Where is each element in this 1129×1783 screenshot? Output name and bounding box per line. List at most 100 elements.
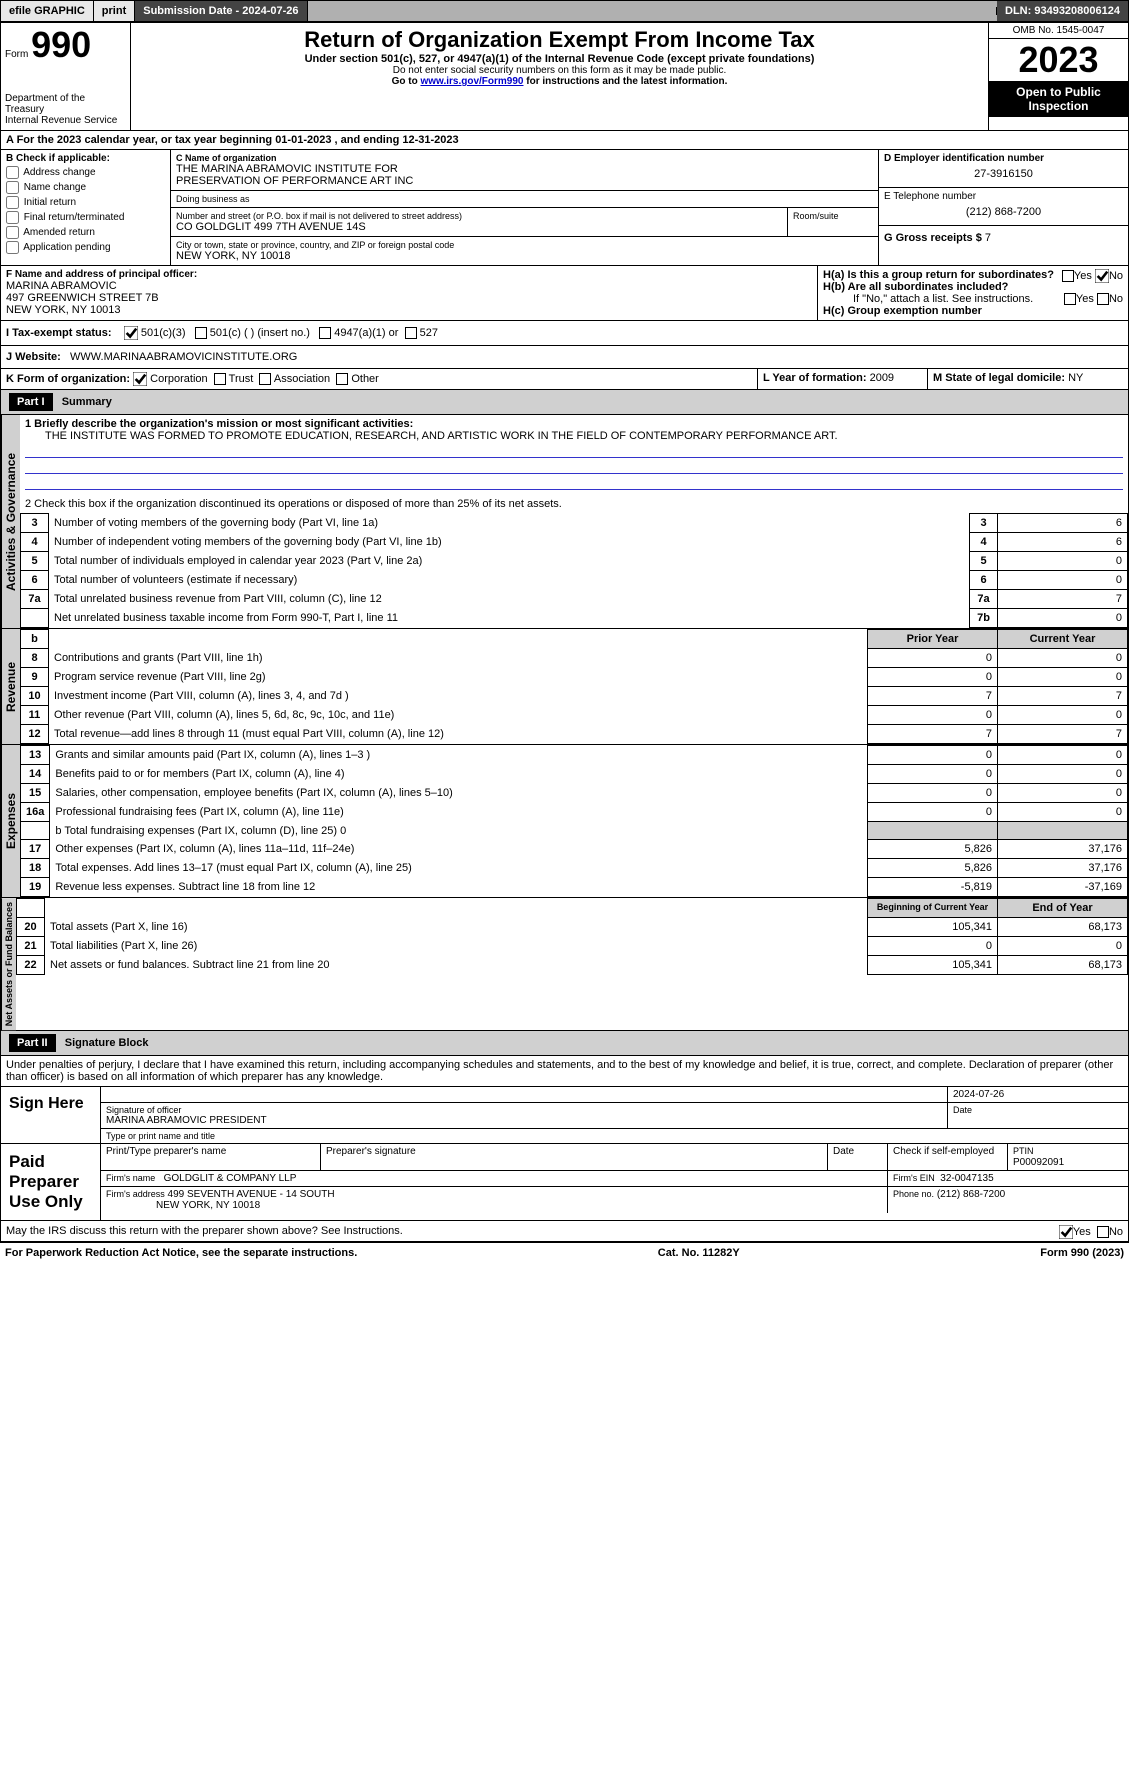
i-label: I Tax-exempt status: [6,327,112,339]
prep-date-label: Date [828,1144,888,1170]
form-main: Form 990 Department of the Treasury Inte… [0,22,1129,1243]
print-name-label: Print/Type preparer's name [101,1144,321,1170]
part2-title: Signature Block [65,1037,149,1049]
check-initial[interactable]: Initial return [6,196,165,209]
section-f: F Name and address of principal officer:… [1,266,818,320]
org-name-1: THE MARINA ABRAMOVIC INSTITUTE FOR [176,163,873,175]
hb-label: H(b) Are all subordinates included? [823,281,1008,293]
section-h: H(a) Is this a group return for subordin… [818,266,1128,320]
revenue-label: Revenue [1,629,20,744]
section-bcdefg: B Check if applicable: Address change Na… [1,150,1128,266]
paid-preparer-block: Paid Preparer Use Only Print/Type prepar… [1,1144,1128,1221]
governance-label: Activities & Governance [1,415,20,628]
j-label: J Website: [6,351,61,363]
toolbar-spacer [308,7,997,15]
f-label: F Name and address of principal officer: [6,269,812,280]
paid-preparer-label: Paid Preparer Use Only [1,1144,101,1220]
submission-date: Submission Date - 2024-07-26 [135,1,307,21]
sig-officer-name: MARINA ABRAMOVIC PRESIDENT [106,1115,942,1126]
header-right: OMB No. 1545-0047 2023 Open to Public In… [988,23,1128,130]
part2-label: Part II [9,1034,56,1052]
line-2: 2 Check this box if the organization dis… [20,495,1128,513]
discuss-row: May the IRS discuss this return with the… [1,1221,1128,1242]
part2-header: Part II Signature Block [1,1031,1128,1056]
firm-addr: 499 SEVENTH AVENUE - 14 SOUTH [168,1189,335,1200]
k-label: K Form of organization: [6,373,130,385]
mission-line [25,460,1123,474]
city-value: NEW YORK, NY 10018 [176,250,873,262]
section-i: I Tax-exempt status: 501(c)(3) 501(c) ( … [1,321,1128,346]
room-label: Room/suite [788,208,878,236]
city-label: City or town, state or province, country… [176,240,873,250]
section-c: C Name of organization THE MARINA ABRAMO… [171,150,878,265]
check-icon [1095,269,1109,283]
check-application[interactable]: Application pending [6,241,165,254]
form-title: Return of Organization Exempt From Incom… [135,27,984,53]
ha-label: H(a) Is this a group return for subordin… [823,269,1054,281]
ssn-notice: Do not enter social security numbers on … [135,65,984,76]
section-l: L Year of formation: 2009 [758,369,928,389]
self-employed: Check if self-employed [888,1144,1008,1170]
perjury-text: Under penalties of perjury, I declare th… [1,1056,1128,1087]
c-label: C Name of organization [176,153,873,163]
check-icon [124,326,138,340]
gross-value: 7 [985,232,991,244]
sign-date: 2024-07-26 [948,1087,1128,1102]
section-deg: D Employer identification number 27-3916… [878,150,1128,265]
form-header: Form 990 Department of the Treasury Inte… [1,23,1128,131]
mission-q: 1 Briefly describe the organization's mi… [25,418,1123,430]
firm-phone: (212) 868-7200 [937,1189,1005,1200]
check-final[interactable]: Final return/terminated [6,211,165,224]
i-501c3: 501(c)(3) [141,327,186,339]
netassets-table: Beginning of Current YearEnd of Year 20T… [16,898,1128,975]
expenses-table: 13Grants and similar amounts paid (Part … [20,745,1128,897]
sign-here-block: Sign Here 2024-07-26 Signature of office… [1,1087,1128,1144]
officer-name: MARINA ABRAMOVIC [6,280,812,292]
firm-name: GOLDGLIT & COMPANY LLP [164,1173,297,1184]
street-label: Number and street (or P.O. box if mail i… [176,211,782,221]
line-a: A For the 2023 calendar year, or tax yea… [1,131,1128,150]
phone-label: E Telephone number [884,191,1123,202]
section-governance: Activities & Governance 1 Briefly descri… [1,415,1128,629]
section-k: K Form of organization: Corporation Trus… [1,369,758,389]
footer-right: Form 990 (2023) [1040,1247,1124,1259]
check-name[interactable]: Name change [6,181,165,194]
form-prefix: Form [5,49,28,60]
sig-officer-label: Signature of officer [106,1105,942,1115]
org-name-2: PRESERVATION OF PERFORMANCE ART INC [176,175,873,187]
part1-label: Part I [9,393,53,411]
dept-irs: Internal Revenue Service [5,115,126,126]
expenses-label: Expenses [1,745,20,897]
firm-ein: 32-0047135 [940,1173,993,1184]
dba-label: Doing business as [171,191,878,208]
form-number: 990 [31,24,91,65]
top-toolbar: efile GRAPHIC print Submission Date - 20… [0,0,1129,22]
sign-here-label: Sign Here [1,1087,101,1143]
efile-button[interactable]: efile GRAPHIC [1,1,94,21]
print-button[interactable]: print [94,1,135,21]
check-icon [133,372,147,386]
part1-title: Summary [62,396,112,408]
mission-line [25,444,1123,458]
gross-label: G Gross receipts $ [884,232,982,244]
irs-link[interactable]: www.irs.gov/Form990 [420,76,523,87]
check-amended[interactable]: Amended return [6,226,165,239]
tax-year: 2023 [989,39,1128,81]
netassets-label: Net Assets or Fund Balances [1,898,16,1030]
check-address[interactable]: Address change [6,166,165,179]
i-501c: 501(c) ( ) (insert no.) [210,327,310,339]
prep-sig-label: Preparer's signature [321,1144,828,1170]
mission-text: THE INSTITUTE WAS FORMED TO PROMOTE EDUC… [25,430,1123,442]
ein-label: D Employer identification number [884,153,1123,164]
ein-value: 27-3916150 [884,164,1123,184]
officer-city: NEW YORK, NY 10013 [6,304,812,316]
footer-left: For Paperwork Reduction Act Notice, see … [5,1247,357,1259]
section-expenses: Expenses 13Grants and similar amounts pa… [1,745,1128,898]
dln: DLN: 93493208006124 [997,1,1128,21]
goto-suffix: for instructions and the latest informat… [526,76,727,87]
check-icon [1059,1225,1073,1239]
governance-table: 3Number of voting members of the governi… [20,513,1128,628]
form-subtitle: Under section 501(c), 527, or 4947(a)(1)… [135,53,984,65]
b-label: B Check if applicable: [6,153,165,164]
revenue-table: bPrior YearCurrent Year 8Contributions a… [20,629,1128,744]
